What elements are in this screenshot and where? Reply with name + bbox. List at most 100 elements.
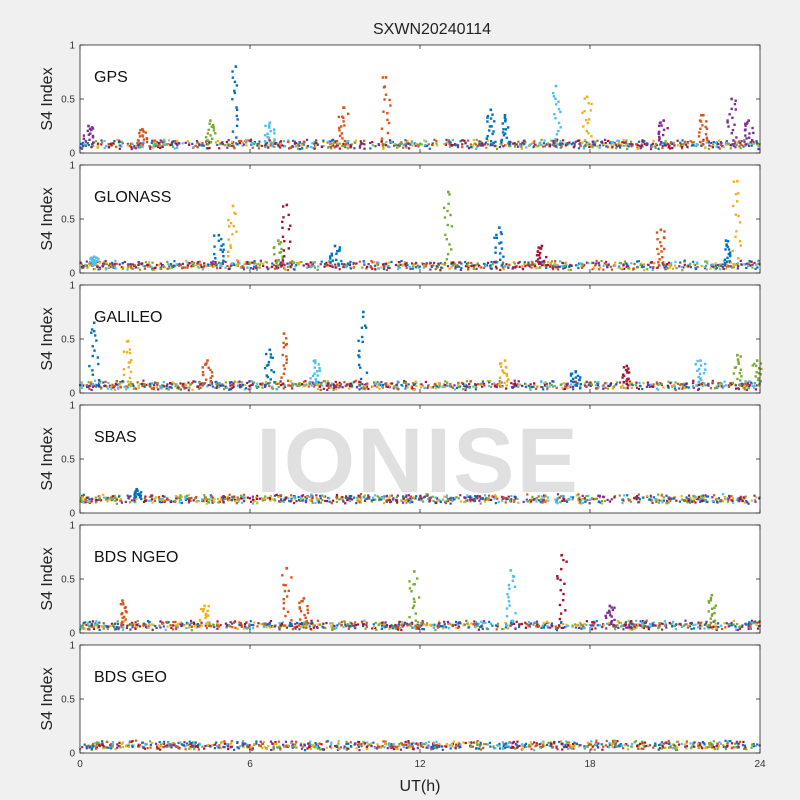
data-point [732,263,735,266]
data-point [556,265,560,269]
data-point [557,268,560,271]
data-point [505,374,509,378]
data-point [543,264,546,267]
data-point [714,264,717,267]
data-point [629,620,632,623]
data-point [137,263,140,267]
data-point [459,494,462,497]
data-point [303,383,306,386]
data-point [362,260,365,263]
data-point [169,500,172,504]
data-point [289,384,292,387]
data-point [743,387,746,390]
data-point [517,140,520,143]
data-point [131,267,134,270]
data-point [84,621,87,624]
data-point [261,386,264,389]
data-point [79,146,82,149]
data-point [414,380,417,383]
data-point [538,246,542,250]
data-point [447,139,451,142]
data-point [358,380,361,383]
data-point [625,364,629,368]
data-point [701,385,704,388]
data-point [346,112,350,116]
data-point [100,143,103,146]
data-point [257,147,261,150]
data-point [327,382,330,385]
data-point [126,266,129,270]
data-point [411,265,415,268]
data-point [514,627,517,630]
data-point [448,384,452,388]
data-point [724,267,728,270]
data-point [133,264,137,267]
data-point [495,233,498,237]
data-point [389,104,392,107]
data-point [249,620,252,623]
data-point [629,142,632,146]
data-point [516,145,520,148]
data-point [384,623,387,626]
data-point [436,266,439,269]
data-point [751,384,754,388]
data-point [695,384,698,387]
data-point [727,142,730,145]
data-point [622,366,626,369]
data-point [226,498,230,501]
data-point [571,141,575,144]
data-point [282,216,285,219]
data-point [388,266,391,270]
data-point [216,627,219,630]
data-point [205,627,208,630]
data-point [340,259,343,263]
data-point [579,502,582,505]
data-point [574,370,578,373]
data-point [126,624,129,627]
data-point [273,494,276,497]
data-point [748,259,751,263]
data-point [720,385,723,388]
data-point [230,499,234,502]
data-point [126,494,129,497]
data-point [564,266,567,269]
data-point [377,261,380,264]
panel-label: SBAS [94,429,137,446]
data-point [415,261,418,265]
data-point [725,260,728,263]
data-point [287,227,291,231]
data-point [466,263,469,267]
data-point [199,263,202,266]
data-point [485,146,488,149]
data-point [649,266,652,269]
data-point [400,142,403,145]
data-point [690,144,694,147]
data-point [120,626,123,629]
data-point [219,266,222,270]
data-point [301,147,304,150]
data-point [358,145,362,148]
data-point [330,254,334,257]
data-point [555,499,558,502]
data-point [290,499,293,502]
data-point [660,493,663,496]
data-point [255,502,259,505]
data-point [651,268,654,272]
data-point [442,626,445,629]
data-point [344,143,348,146]
data-point [374,145,377,148]
data-point [349,143,352,147]
data-point [251,146,254,149]
data-point [649,624,652,627]
data-point [314,361,317,365]
data-point [346,147,350,150]
data-point [382,267,386,271]
data-point [580,627,583,630]
data-point [249,266,252,270]
data-point [410,141,414,144]
data-point [655,387,659,390]
data-point [672,620,675,623]
data-point [201,382,204,385]
data-point [747,262,751,265]
